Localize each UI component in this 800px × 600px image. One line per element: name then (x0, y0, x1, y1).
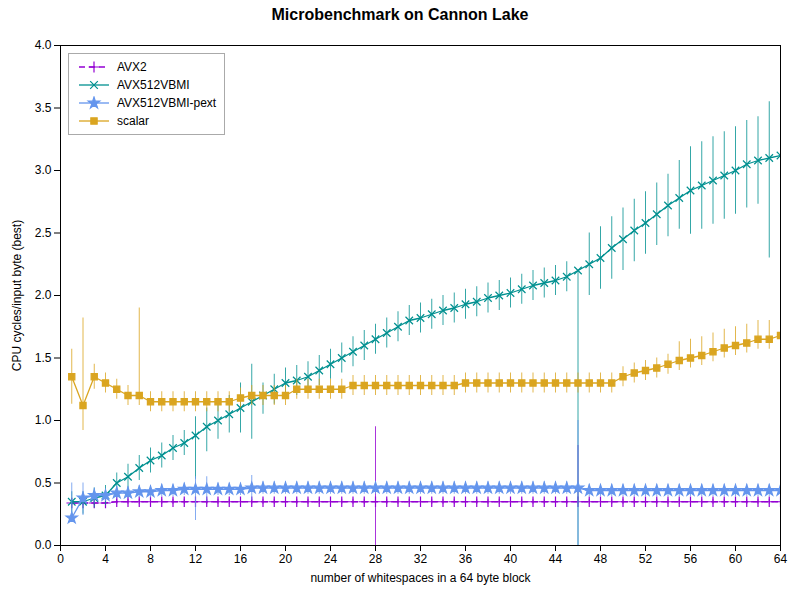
html-text:scalar: scalar (117, 114, 149, 128)
svg-text:52: 52 (639, 552, 653, 566)
svg-text:0.5: 0.5 (35, 476, 52, 490)
svg-text:16: 16 (234, 552, 248, 566)
svg-text:3.5: 3.5 (35, 101, 52, 115)
svg-text:56: 56 (684, 552, 698, 566)
svg-text:2.0: 2.0 (35, 288, 52, 302)
svg-text:36: 36 (459, 552, 473, 566)
svg-text:3.0: 3.0 (35, 163, 52, 177)
svg-text:60: 60 (729, 552, 743, 566)
html-text:AVX512VBMI: AVX512VBMI (117, 78, 190, 92)
html-text:AVX2: AVX2 (117, 60, 147, 74)
svg-text:1.5: 1.5 (35, 351, 52, 365)
svg-text:20: 20 (279, 552, 293, 566)
html-text:Microbenchmark on Cannon Lake: Microbenchmark on Cannon Lake (271, 6, 529, 23)
svg-text:44: 44 (549, 552, 563, 566)
svg-text:4: 4 (102, 552, 109, 566)
svg-text:32: 32 (414, 552, 428, 566)
svg-text:64: 64 (774, 552, 788, 566)
svg-text:24: 24 (324, 552, 338, 566)
svg-text:8: 8 (147, 552, 154, 566)
svg-text:number of whitespaces in a 64: number of whitespaces in a 64 byte block (310, 571, 531, 585)
svg-text:40: 40 (504, 552, 518, 566)
svg-text:0.0: 0.0 (35, 538, 52, 552)
svg-text:28: 28 (369, 552, 383, 566)
html-text:AVX512VBMI-pext: AVX512VBMI-pext (117, 96, 217, 110)
svg-text:0: 0 (57, 552, 64, 566)
svg-text:1.0: 1.0 (35, 413, 52, 427)
svg-text:48: 48 (594, 552, 608, 566)
svg-text:4.0: 4.0 (35, 38, 52, 52)
svg-text:CPU cycles/input byte (best): CPU cycles/input byte (best) (10, 220, 24, 371)
svg-text:12: 12 (189, 552, 203, 566)
svg-text:2.5: 2.5 (35, 226, 52, 240)
